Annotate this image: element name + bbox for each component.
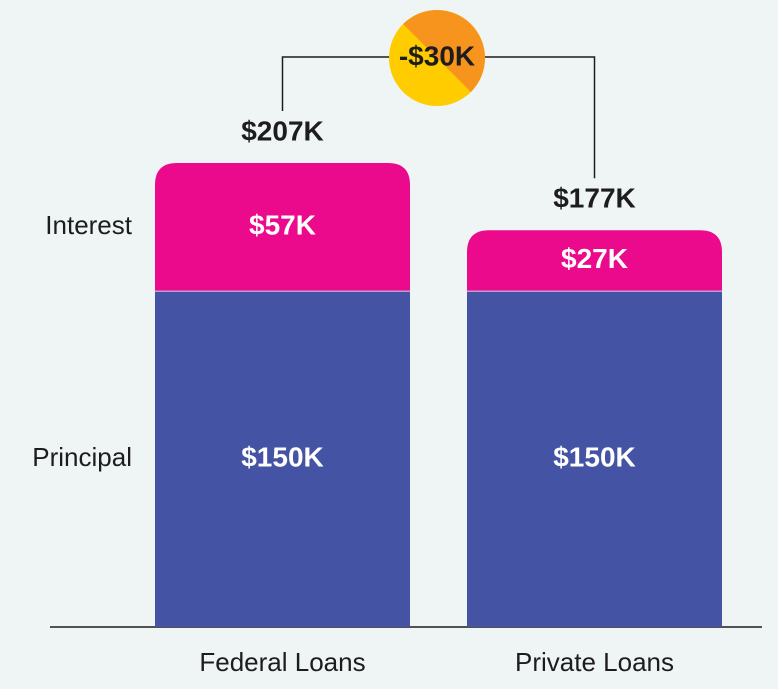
bar-segment [155, 163, 410, 291]
category-label: Private Loans [515, 647, 674, 677]
bar-segment [467, 230, 722, 291]
category-label: Federal Loans [199, 647, 365, 677]
value-label: $150K [553, 441, 636, 472]
total-label: $177K [553, 183, 636, 214]
value-label: $27K [561, 243, 628, 274]
series-label: Interest [45, 210, 132, 240]
series-label: Principal [32, 442, 132, 472]
value-label: $57K [249, 209, 316, 240]
difference-label: -$30K [399, 40, 475, 71]
bar-segment [155, 290, 410, 627]
difference-badge [389, 10, 485, 106]
badge-half [403, 10, 485, 92]
value-label: $150K [241, 441, 324, 472]
bar-segment [467, 290, 722, 627]
total-label: $207K [241, 115, 324, 146]
